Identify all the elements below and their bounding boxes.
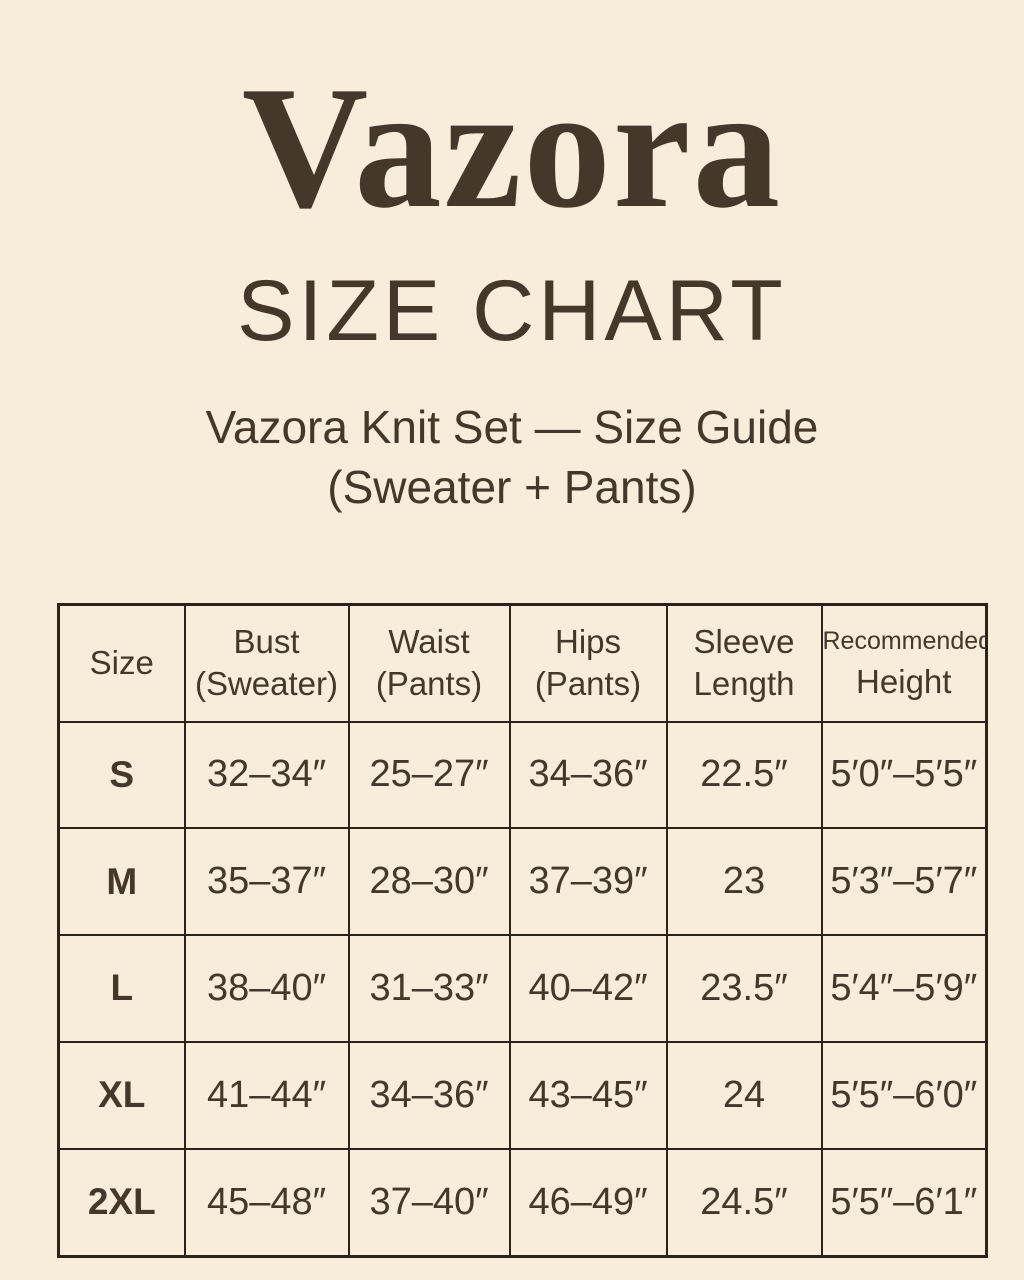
column-header-waist: Waist (Pants) — [347, 603, 511, 723]
table-row-l: L 38–40″ 31–33″ 40–42″ 23.5″ 5′4″–5′9″ — [57, 934, 988, 1043]
column-header-label: Height — [856, 662, 952, 700]
column-header-recommended-height: Recommended Height — [820, 603, 988, 723]
hips-cell: 34–36″ — [508, 720, 668, 830]
table-header-row: Size Bust (Sweater) Waist (Pants) Hips (… — [57, 603, 988, 723]
column-header-bust: Bust (Sweater) — [183, 603, 350, 723]
size-cell: XL — [57, 1040, 186, 1150]
sleeve-length-cell: 22.5″ — [665, 720, 823, 830]
hips-cell: 46–49″ — [508, 1147, 668, 1258]
waist-cell: 34–36″ — [347, 1040, 511, 1150]
size-cell: 2XL — [57, 1147, 186, 1258]
bust-cell: 32–34″ — [183, 720, 350, 830]
column-header-sublabel: (Sweater) — [194, 665, 339, 703]
waist-cell: 28–30″ — [347, 827, 511, 936]
column-header-label: Size — [89, 644, 154, 682]
bust-cell: 35–37″ — [183, 827, 350, 936]
size-cell: S — [57, 720, 186, 830]
subtitle-set-contents: (Sweater + Pants) — [327, 461, 697, 513]
waist-cell: 31–33″ — [347, 934, 511, 1043]
height-cell: 5′4″–5′9″ — [820, 934, 988, 1043]
hips-cell: 40–42″ — [508, 934, 668, 1043]
size-cell: L — [57, 934, 186, 1043]
column-header-sublabel: (Pants) — [375, 665, 483, 703]
table-row-2xl: 2XL 45–48″ 37–40″ 46–49″ 24.5″ 5′5″–6′1″ — [57, 1147, 988, 1258]
height-cell: 5′5″–6′1″ — [820, 1147, 988, 1258]
height-cell: 5′5″–6′0″ — [820, 1040, 988, 1150]
column-header-label: Waist — [388, 623, 470, 661]
sleeve-length-cell: 23.5″ — [665, 934, 823, 1043]
hips-cell: 43–45″ — [508, 1040, 668, 1150]
column-header-label: Hips — [554, 623, 622, 661]
sleeve-length-cell: 24 — [665, 1040, 823, 1150]
table-row-m: M 35–37″ 28–30″ 37–39″ 23 5′3″–5′7″ — [57, 827, 988, 936]
waist-cell: 25–27″ — [347, 720, 511, 830]
table-row-xl: XL 41–44″ 34–36″ 43–45″ 24 5′5″–6′0″ — [57, 1040, 988, 1150]
column-header-label: Sleeve — [693, 623, 795, 661]
column-header-label-small: Recommended — [822, 627, 987, 656]
column-header-sleeve-length: Sleeve Length — [665, 603, 823, 723]
bust-cell: 38–40″ — [183, 934, 350, 1043]
column-header-sublabel: (Pants) — [534, 665, 642, 703]
bust-cell: 41–44″ — [183, 1040, 350, 1150]
column-header-size: Size — [57, 603, 186, 723]
height-cell: 5′3″–5′7″ — [820, 827, 988, 936]
column-header-label: Length — [693, 665, 795, 703]
table-row-s: S 32–34″ 25–27″ 34–36″ 22.5″ 5′0″–5′5″ — [57, 720, 988, 830]
sleeve-length-cell: 24.5″ — [665, 1147, 823, 1258]
size-cell: M — [57, 827, 186, 936]
subtitle-product-line: Vazora Knit Set — Size Guide — [205, 401, 819, 453]
waist-cell: 37–40″ — [347, 1147, 511, 1258]
bust-cell: 45–48″ — [183, 1147, 350, 1258]
sleeve-length-cell: 23 — [665, 827, 823, 936]
hips-cell: 37–39″ — [508, 827, 668, 936]
column-header-label: Bust — [233, 623, 300, 661]
height-cell: 5′0″–5′5″ — [820, 720, 988, 830]
size-table: Size Bust (Sweater) Waist (Pants) Hips (… — [57, 603, 988, 1258]
page-title: SIZE CHART — [237, 263, 787, 359]
column-header-hips: Hips (Pants) — [508, 603, 668, 723]
brand-title: Vazora — [241, 50, 783, 244]
